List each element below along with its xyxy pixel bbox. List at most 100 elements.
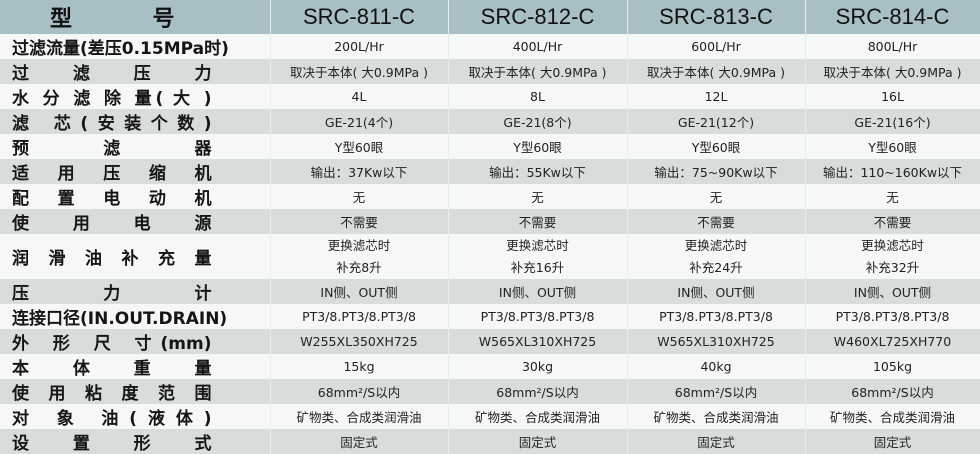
table-row: 使 用 粘 度 范 围 68mm²/S以内 68mm²/S以内 68mm²/S以内 68…: [0, 379, 980, 404]
cell-value: 输出：55Kw以下: [448, 159, 628, 184]
cell-value: 4L: [270, 84, 449, 109]
row-label: 使 用 电 源: [0, 209, 271, 234]
cell-value: GE-21(8个): [448, 109, 628, 134]
cell-value: Y型60眼: [448, 134, 628, 159]
cell-value: 取决于本体( 大0.9MPa ): [805, 59, 980, 84]
model-header-label: 型 号: [0, 0, 271, 34]
row-label: 预 滤 器: [0, 134, 271, 159]
cell-value: 固定式: [627, 429, 806, 454]
row-label: 滤 芯(安装个数): [0, 109, 271, 134]
table-row: 适 用 压 缩 机输出：37Kw以下 输出：55Kw以下 输出：75~90Kw以下输…: [0, 159, 980, 184]
cell-line: 更换滤芯时: [327, 237, 391, 253]
cell-value: 68mm²/S以内: [627, 379, 806, 404]
cell-value: 更换滤芯时补充16升: [448, 234, 628, 279]
header-row: 型 号 SRC-811-C SRC-812-C SRC-813-C SRC-81…: [0, 0, 980, 34]
cell-value: W460XL725XH770: [805, 329, 980, 354]
cell-value: 不需要: [627, 209, 806, 234]
cell-value: 不需要: [270, 209, 449, 234]
cell-value: Y型60眼: [270, 134, 449, 159]
cell-value: 不需要: [448, 209, 628, 234]
table-row: 水 分 滤 除 量( 大 ) 4L 8L 12L 16L: [0, 84, 980, 109]
cell-value: 12L: [627, 84, 806, 109]
cell-value: Y型60眼: [627, 134, 806, 159]
table-row: 连接口径(IN.OUT.DRAIN) PT3/8.PT3/8.PT3/8 PT3/8…: [0, 304, 980, 329]
cell-value: PT3/8.PT3/8.PT3/8: [448, 304, 628, 329]
table-row: 预 滤 器 Y型60眼 Y型60眼 Y型60眼 Y型60眼: [0, 134, 980, 159]
cell-line: 补充24升: [689, 259, 743, 275]
cell-value: 无: [627, 184, 806, 209]
cell-value: 取决于本体( 大0.9MPa ): [627, 59, 806, 84]
row-label: 对 象 油(液体): [0, 404, 271, 429]
cell-value: 68mm²/S以内: [448, 379, 628, 404]
cell-value: 输出：37Kw以下: [270, 159, 449, 184]
table-row: 滤 芯(安装个数) GE-21(4个) GE-21(8个) GE-21(12个) GE-…: [0, 109, 980, 134]
cell-value: 无: [805, 184, 980, 209]
cell-value: IN侧、OUT侧: [448, 279, 628, 304]
cell-value: IN侧、OUT侧: [270, 279, 449, 304]
cell-value: W255XL350XH725: [270, 329, 449, 354]
cell-value: 输出：110~160Kw以下: [805, 159, 980, 184]
cell-value: 30kg: [448, 354, 628, 379]
table-row: 压 力 计 IN侧、OUT侧 IN侧、OUT侧 IN侧、OUT侧 IN侧、OUT侧: [0, 279, 980, 304]
cell-value: 16L: [805, 84, 980, 109]
model-header: SRC-812-C: [448, 0, 628, 34]
cell-value: 更换滤芯时 补充32升: [805, 234, 980, 279]
row-label: 设 置 形 式: [0, 429, 271, 454]
model-header: SRC-811-C: [270, 0, 449, 34]
table-row: 过 滤 压 力取决于本体( 大0.9MPa ) 取决于本体( 大0.9MPa ) 取…: [0, 59, 980, 84]
cell-value: 68mm²/S以内: [805, 379, 980, 404]
table-row: 外 形 尺 寸(mm) W255XL350XH725 W565XL310XH725 W…: [0, 329, 980, 354]
cell-value: PT3/8.PT3/8.PT3/8: [270, 304, 449, 329]
cell-value: 更换滤芯时补充8升: [270, 234, 449, 279]
cell-value: 800L/Hr: [805, 34, 980, 59]
row-label: 润 滑 油 补 充 量: [0, 234, 271, 279]
cell-value: 8L: [448, 84, 628, 109]
cell-value: 固定式: [448, 429, 628, 454]
cell-value: 600L/Hr: [627, 34, 806, 59]
cell-value: 取决于本体( 大0.9MPa ): [270, 59, 449, 84]
model-header: SRC-814-C: [805, 0, 980, 34]
cell-value: 取决于本体( 大0.9MPa ): [448, 59, 628, 84]
row-label: 本 体 重 量: [0, 354, 271, 379]
table-row: 设 置 形 式固定式 固定式 固定式 固定式: [0, 429, 980, 454]
cell-value: 矿物类、合成类润滑油: [627, 404, 806, 429]
row-label: 适 用 压 缩 机: [0, 159, 271, 184]
table-row: 润 滑 油 补 充 量更换滤芯时 补充8升 更换滤芯时 补充16升 更换滤芯时 补充24升…: [0, 234, 980, 279]
row-label: 配 置 电 动 机: [0, 184, 271, 209]
cell-value: W565XL310XH725: [448, 329, 628, 354]
table-row: 对 象 油(液体) 矿物类、合成类润滑油 矿物类、合成类润滑油 矿物类、合成类润滑油矿…: [0, 404, 980, 429]
cell-value: 矿物类、合成类润滑油: [805, 404, 980, 429]
row-label: 压 力 计: [0, 279, 271, 304]
cell-value: 输出：75~90Kw以下: [627, 159, 806, 184]
cell-value: 105kg: [805, 354, 980, 379]
cell-value: 矿物类、合成类润滑油: [448, 404, 628, 429]
cell-value: 无: [270, 184, 449, 209]
cell-value: PT3/8.PT3/8.PT3/8: [805, 304, 980, 329]
cell-value: W565XL310XH725: [627, 329, 806, 354]
row-label: 水 分 滤 除 量( 大 ): [0, 84, 271, 109]
cell-line: 补充8升: [336, 259, 382, 275]
cell-value: 68mm²/S以内: [270, 379, 449, 404]
row-label: 过滤流量(差压0.15MPa时): [0, 34, 271, 59]
row-label: 过 滤 压 力: [0, 59, 271, 84]
cell-value: 固定式: [270, 429, 449, 454]
row-label: 外 形 尺 寸(mm): [0, 329, 271, 354]
cell-value: 40kg: [627, 354, 806, 379]
cell-value: 400L/Hr: [448, 34, 628, 59]
cell-value: Y型60眼: [805, 134, 980, 159]
cell-line: 更换滤芯时: [684, 237, 748, 253]
cell-line: 补充32升: [865, 259, 920, 275]
cell-value: 固定式: [805, 429, 980, 454]
cell-value: GE-21(12个): [627, 109, 806, 134]
cell-value: 15kg: [270, 354, 449, 379]
table-row: 使 用 电 源不需要 不需要 不需要 不需要: [0, 209, 980, 234]
cell-value: GE-21(16个): [805, 109, 980, 134]
row-label: 连接口径(IN.OUT.DRAIN): [0, 304, 271, 329]
cell-value: IN侧、OUT侧: [805, 279, 980, 304]
table-row: 本 体 重 量 15kg 30kg 40kg 105kg: [0, 354, 980, 379]
cell-line: 更换滤芯时: [506, 237, 569, 253]
row-label: 使 用 粘 度 范 围: [0, 379, 271, 404]
cell-line: 补充16升: [510, 259, 565, 275]
cell-value: IN侧、OUT侧: [627, 279, 806, 304]
